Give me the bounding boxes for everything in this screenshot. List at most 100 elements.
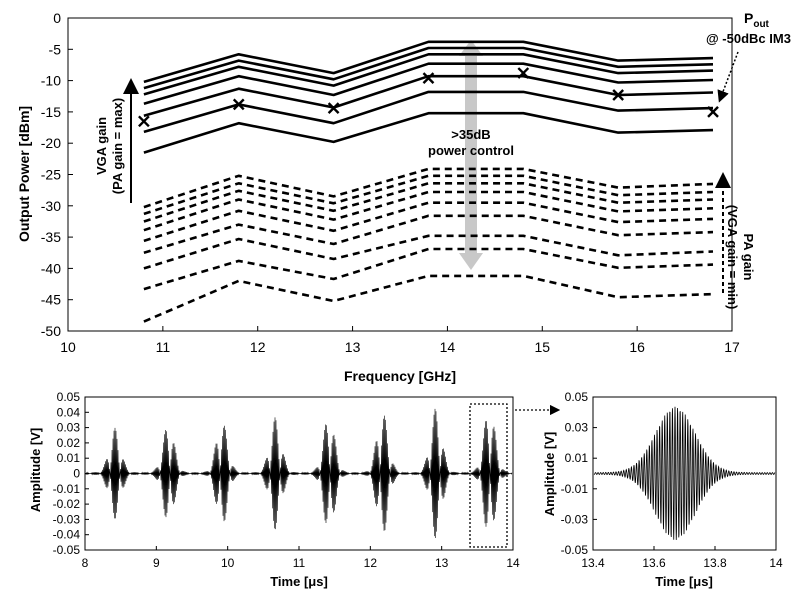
bl-y-tick-label: -0.02 [53, 497, 81, 511]
br-waveform [593, 406, 776, 540]
bl-x-tick-label: 14 [506, 556, 520, 570]
br-x-tick-label: 13.4 [581, 556, 605, 570]
br-plot-frame [592, 396, 777, 551]
top-y-tick-label: -35 [41, 229, 61, 245]
br-y-tick-label: -0.03 [561, 512, 589, 526]
top-y-ticks: 0 -5 -10 -15 -20 -25 -30 -35 -40 -45 -50 [41, 10, 73, 339]
vga-series-line [143, 46, 714, 90]
br-y-tick-label: -0.01 [561, 482, 589, 496]
br-y-tick-label: -0.05 [561, 543, 589, 557]
bl-y-tick-label: -0.04 [53, 528, 81, 542]
top-x-tick-label: 10 [60, 339, 76, 355]
bl-y-tick-label: -0.03 [53, 512, 81, 526]
pa-series-line [143, 167, 714, 209]
top-y-tick-label: -25 [41, 167, 61, 183]
pa-series-line [143, 182, 714, 223]
top-y-tick-label: -40 [41, 260, 61, 276]
top-y-tick-label: -5 [49, 41, 62, 57]
pa-gain-lines [143, 167, 714, 323]
br-y-tick-label: 0.01 [565, 451, 589, 465]
br-x-axis-label: Time [μs] [655, 574, 713, 589]
top-y-tick-label: -20 [41, 135, 61, 151]
top-y-tick-label: -10 [41, 73, 61, 89]
pa-series-line [143, 214, 714, 255]
pout-condition: @ -50dBc IM3 [706, 31, 791, 46]
im3-marker [232, 98, 245, 111]
bl-x-ticks: 8 9 10 11 12 13 14 [82, 546, 520, 570]
pa-series-line [143, 174, 714, 216]
bl-x-tick-label: 11 [293, 556, 306, 570]
vga-gain-lines [143, 40, 714, 154]
top-y-tick-label: -15 [41, 104, 61, 120]
im3-marker [327, 102, 340, 114]
vga-label-line1: VGA gain [94, 117, 109, 175]
vga-label-line2: (PA gain = max) [110, 98, 125, 194]
top-y-tick-label: -45 [41, 292, 61, 308]
top-x-tick-label: 12 [250, 339, 266, 355]
im3-marker [517, 67, 530, 79]
pa-series-line [143, 190, 714, 232]
im3-marker [138, 115, 150, 128]
vga-series-line [143, 40, 714, 84]
control-label-line2: power control [428, 143, 514, 158]
br-x-ticks: 13.4 13.6 13.8 14 [581, 546, 783, 570]
vga-series-line [143, 52, 714, 96]
pout-label: Pout [744, 10, 770, 30]
im3-marker [707, 106, 719, 118]
top-chart: 10 11 12 13 14 15 16 17 0 -5 -10 -15 -20 -25 -30 -35 -4… [16, 10, 791, 384]
bl-y-tick-label: 0.04 [57, 405, 81, 419]
bottom-left-chart: 0.050.04 0.030.020.01 0-0.01-0.02-0.03 -0.0… [28, 390, 561, 589]
pa-series-line [143, 274, 714, 323]
bl-waveform [85, 408, 513, 538]
pa-series-line [143, 247, 714, 291]
im3-marker [612, 89, 625, 101]
bl-x-tick-label: 12 [364, 556, 378, 570]
br-x-tick-label: 13.6 [642, 556, 666, 570]
top-x-tick-label: 16 [629, 339, 645, 355]
bl-x-tick-label: 8 [82, 556, 89, 570]
im3-marker [422, 72, 435, 84]
br-y-axis-label: Amplitude [V] [542, 432, 557, 517]
br-y-tick-label: 0.05 [565, 390, 589, 404]
vga-series-line [143, 111, 714, 154]
br-x-tick-label: 14 [769, 556, 783, 570]
pa-label-line1: PA gain [741, 234, 756, 281]
bl-y-tick-label: -0.05 [53, 543, 81, 557]
bl-x-tick-label: 13 [435, 556, 449, 570]
bl-y-ticks: 0.050.04 0.030.020.01 0-0.01-0.02-0.03 -0.0… [53, 390, 89, 557]
top-x-tick-label: 14 [440, 339, 456, 355]
top-y-tick-label: -50 [41, 323, 61, 339]
br-y-tick-label: 0.03 [565, 421, 589, 435]
control-label-line1: >35dB [451, 127, 490, 142]
bl-y-tick-label: -0.01 [53, 482, 81, 496]
top-x-axis-label: Frequency [GHz] [344, 368, 456, 384]
br-x-tick-label: 13.8 [703, 556, 727, 570]
pa-series-line [143, 234, 714, 270]
pout-pointer [717, 51, 739, 103]
top-x-tick-label: 11 [156, 339, 171, 355]
br-y-ticks: 0.05 0.03 0.01 -0.01 -0.03 -0.05 [561, 390, 597, 557]
top-x-tick-label: 13 [345, 339, 361, 355]
bl-y-axis-label: Amplitude [V] [28, 428, 43, 513]
bl-x-tick-label: 9 [153, 556, 160, 570]
bl-x-axis-label: Time [μs] [270, 574, 328, 589]
top-x-ticks: 10 11 12 13 14 15 16 17 [60, 326, 740, 355]
top-y-axis-label: Output Power [dBm] [16, 106, 32, 242]
bl-x-tick-label: 10 [221, 556, 235, 570]
pout-main: P [744, 10, 753, 26]
pout-subscript: out [753, 19, 769, 30]
top-x-tick-label: 15 [534, 339, 550, 355]
im3-markers [138, 67, 719, 128]
bl-y-tick-label: 0.02 [57, 436, 81, 450]
bl-y-tick-label: 0 [73, 467, 80, 481]
top-y-tick-label: -30 [41, 198, 61, 214]
bottom-right-chart: 0.05 0.03 0.01 -0.01 -0.03 -0.05 13.4 13.6 13.8… [542, 390, 783, 589]
zoom-box [469, 403, 508, 548]
bl-y-tick-label: 0.01 [57, 451, 81, 465]
bl-y-tick-label: 0.05 [57, 390, 81, 404]
top-y-tick-label: 0 [53, 10, 61, 26]
top-x-tick-label: 17 [724, 339, 740, 355]
vga-series-line [143, 62, 714, 106]
pa-label-line2: (VGA gain = min) [725, 205, 740, 310]
